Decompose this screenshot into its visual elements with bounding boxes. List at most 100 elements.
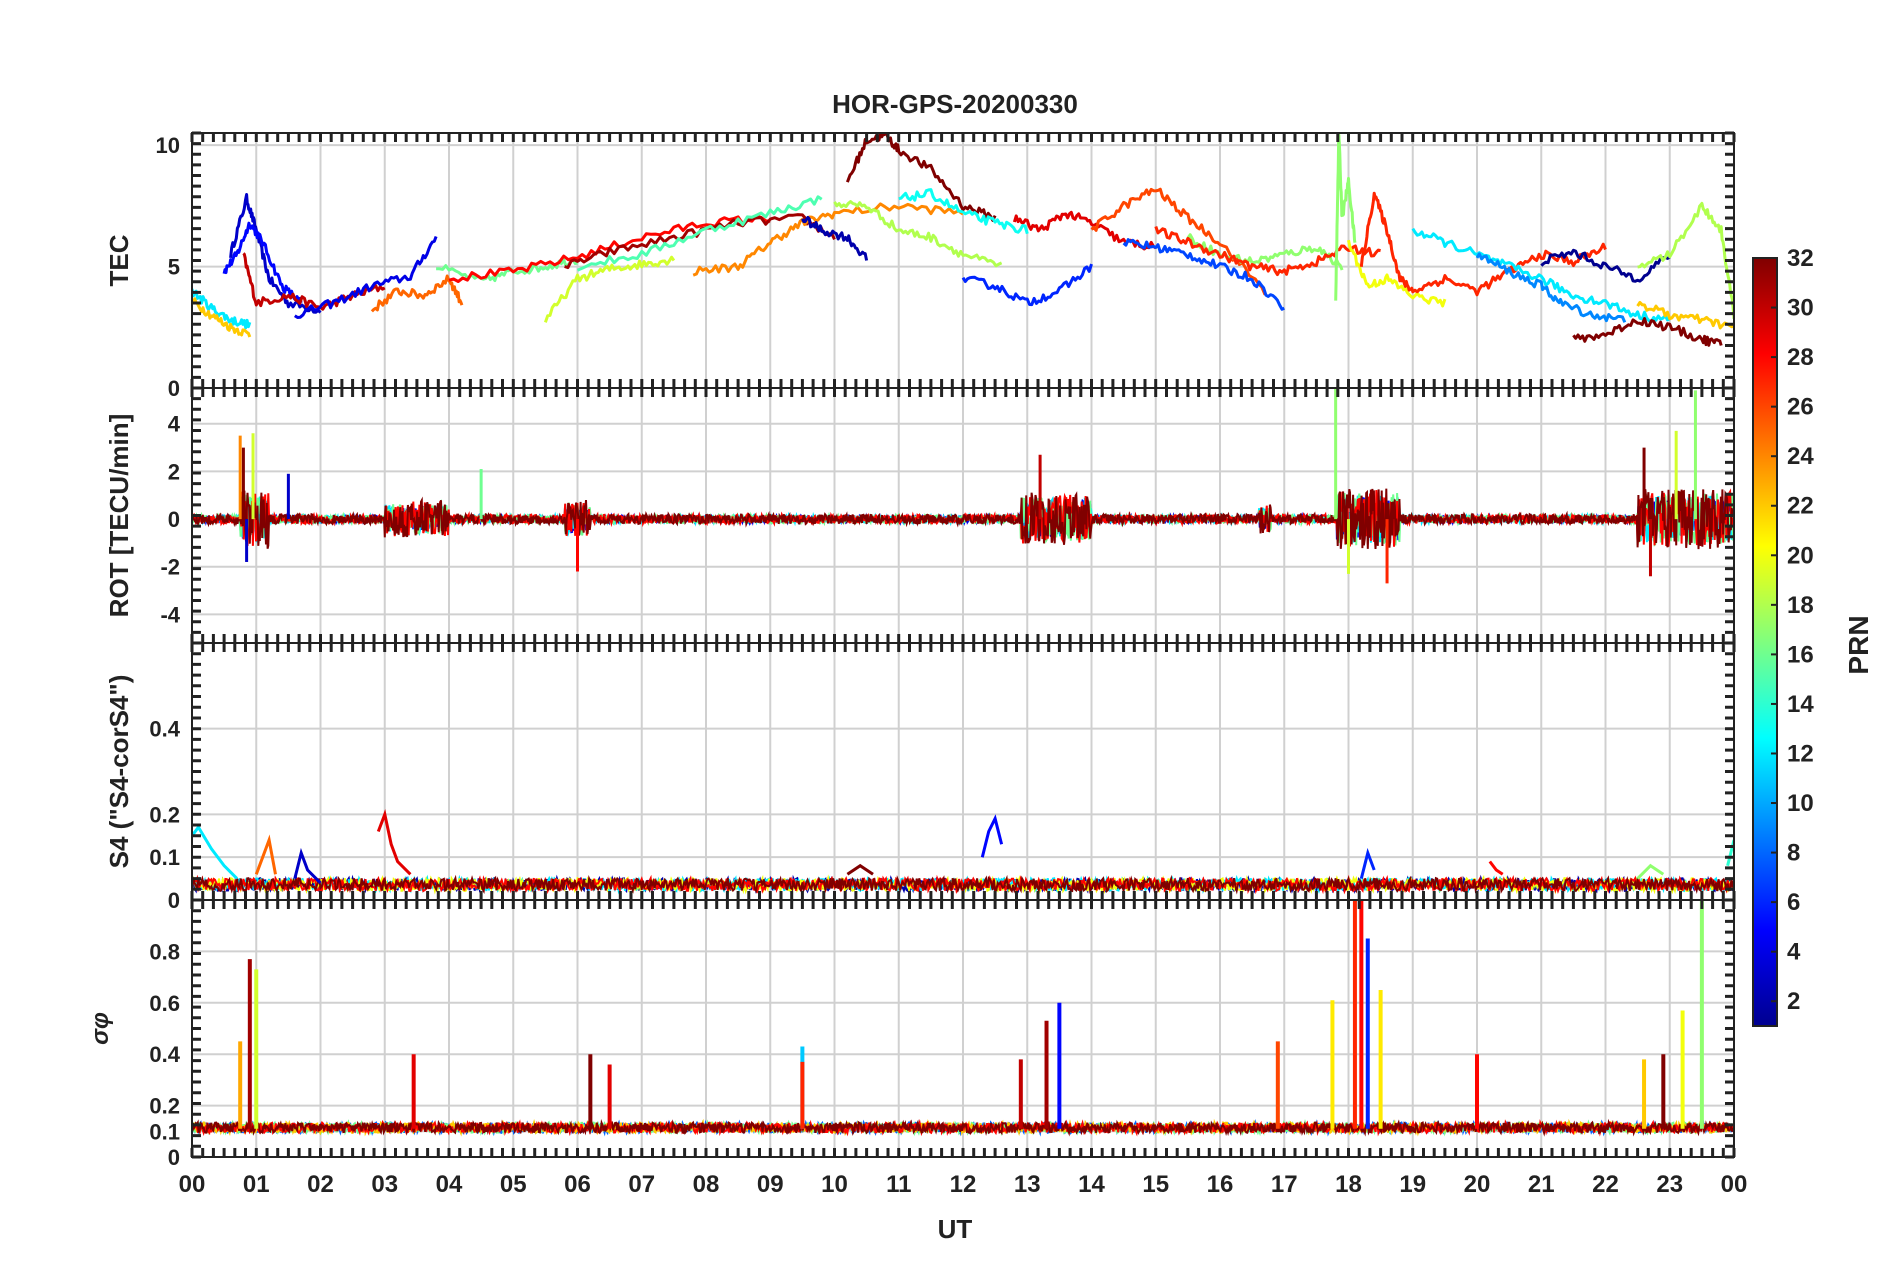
- x-tick-label: 10: [821, 1171, 848, 1198]
- tec-series-prn2: [801, 215, 869, 261]
- tec-series-prn12: [192, 288, 252, 330]
- colorbar-gradient: [1752, 257, 1778, 1027]
- s4-event-prn25: [254, 834, 277, 875]
- minor-ticks-tec: [190, 131, 1736, 390]
- panel-s4: 0 0.1 0.2 0.4 S4 ("S4-corS4"): [104, 641, 1736, 913]
- colorbar-tick-label: 16: [1787, 641, 1814, 668]
- series-group-tec: [192, 133, 1734, 347]
- colorbar-tick-label: 12: [1787, 740, 1814, 767]
- colorbar-tick-label: 24: [1787, 443, 1814, 470]
- s4-event-prn3: [293, 847, 322, 884]
- y-tick-label-rot: -2: [160, 555, 180, 580]
- tec-series-prn30: [242, 252, 386, 311]
- colorbar-tick-label: 6: [1787, 889, 1800, 916]
- colorbar-tick-label: 30: [1787, 295, 1814, 322]
- y-tick-label-tec: 0: [168, 376, 180, 401]
- tec-series-prn20: [1347, 239, 1447, 308]
- x-tick-label: 14: [1078, 1171, 1105, 1198]
- minor-ticks-sigma: [190, 898, 1736, 1159]
- x-tick-label: 02: [307, 1171, 334, 1198]
- y-tick-label-s4: 0: [168, 888, 180, 913]
- y-tick-label-sigma: 0.8: [149, 939, 180, 964]
- y-axis-label-s4: S4 ("S4-corS4"): [104, 675, 134, 869]
- tec-series-prn25: [370, 274, 464, 313]
- x-tick-label: 08: [693, 1171, 720, 1198]
- panel-tec: 0 5 10 TEC: [104, 131, 1736, 401]
- x-axis-label: UT: [938, 1214, 973, 1244]
- minor-ticks-s4: [190, 641, 1736, 902]
- colorbar-tick-label: 32: [1787, 245, 1814, 272]
- s4-event-prn5: [980, 814, 1004, 858]
- minor-ticks-rot: [190, 386, 1736, 645]
- tec-series-prn12: [1411, 227, 1671, 323]
- tec-series-prn32: [1572, 317, 1723, 347]
- colorbar-tick-label: 22: [1787, 493, 1814, 520]
- series-group-rot: [192, 388, 1734, 584]
- y-tick-label-sigma: 0.6: [149, 991, 180, 1016]
- tec-series-prn26: [1090, 187, 1267, 296]
- tec-series-prn4: [293, 235, 438, 319]
- s4-event-prn29: [376, 808, 412, 876]
- tec-series-prn32: [845, 133, 997, 222]
- series-group-s4: [192, 808, 1734, 895]
- y-tick-label-sigma: 0.1: [149, 1119, 180, 1144]
- series-group-sigma: [192, 900, 1734, 1137]
- panel-sigma: 00.10.2 0.4 0.6 0.8 σφ: [87, 898, 1736, 1170]
- y-tick-label-s4: 0.4: [149, 717, 180, 742]
- y-tick-label-sigma: 0.2: [149, 1094, 180, 1119]
- s4-event-prn6: [1359, 847, 1376, 879]
- tec-series-prn13: [898, 188, 1029, 235]
- rot-series-prn32: [192, 488, 1734, 550]
- y-tick-label-s4: 0.2: [149, 802, 180, 827]
- tec-series-prn27: [1154, 226, 1381, 277]
- s4-event-prn12: [192, 824, 239, 880]
- s4-event-prn14: [1726, 839, 1734, 867]
- s4-event-prn17: [1636, 863, 1665, 880]
- x-tick-label: 21: [1528, 1171, 1555, 1198]
- x-tick-label: 19: [1399, 1171, 1426, 1198]
- tec-series-prn5: [222, 221, 303, 304]
- x-tick-label: 01: [243, 1171, 270, 1198]
- x-tick-label: 09: [757, 1171, 784, 1198]
- sigma-series-prn32: [192, 1118, 1734, 1137]
- x-tick-label: 22: [1592, 1171, 1619, 1198]
- colorbar-label: PRN: [1843, 615, 1874, 674]
- colorbar-tick-label: 20: [1787, 542, 1814, 569]
- colorbar-tick-label: 26: [1787, 394, 1814, 421]
- x-tick-label: 18: [1335, 1171, 1362, 1198]
- panel-rot: -4 -2 0 2 4 ROT [TECU/min]: [104, 386, 1736, 645]
- y-tick-label-rot: 2: [168, 459, 180, 484]
- y-tick-label-tec: 10: [156, 133, 180, 158]
- x-tick-label: 17: [1271, 1171, 1298, 1198]
- colorbar-tick-label: 18: [1787, 592, 1814, 619]
- y-tick-label-rot: -4: [160, 602, 180, 627]
- x-tick-label: 23: [1656, 1171, 1683, 1198]
- colorbar-tick-label: 28: [1787, 344, 1814, 371]
- colorbar-tick-label: 14: [1787, 691, 1814, 718]
- x-tick-label: 07: [628, 1171, 655, 1198]
- s4-event-prn32: [846, 863, 874, 876]
- y-tick-label-sigma: 0.4: [149, 1042, 180, 1067]
- x-tick-label: 11: [886, 1171, 911, 1198]
- x-axis-ticks: 00 01 02 03 04 05 06 07 08 09 10 11 12 13 14 15 16 17 18 19…: [179, 1171, 1748, 1198]
- x-tick-label: 00: [1721, 1171, 1748, 1198]
- tec-series-prn6: [961, 263, 1093, 307]
- colorbar-tick-label: 4: [1787, 939, 1801, 966]
- s4-event-prn28: [1488, 860, 1504, 876]
- colorbar-tick-label: 8: [1787, 840, 1800, 867]
- x-tick-label: 04: [436, 1171, 463, 1198]
- tec-series-prn22: [1636, 300, 1734, 330]
- y-axis-label-rot: ROT [TECU/min]: [104, 414, 134, 618]
- x-tick-label: 16: [1207, 1171, 1234, 1198]
- x-tick-label: 13: [1014, 1171, 1041, 1198]
- x-tick-label: 00: [179, 1171, 206, 1198]
- x-tick-label: 12: [950, 1171, 977, 1198]
- tec-series-prn7: [1122, 238, 1285, 311]
- y-tick-label-tec: 5: [168, 255, 180, 280]
- tec-series-prn17: [1334, 133, 1357, 301]
- x-tick-label: 20: [1464, 1171, 1491, 1198]
- tec-series-prn18: [833, 200, 1003, 268]
- tec-series-prn15: [576, 195, 823, 272]
